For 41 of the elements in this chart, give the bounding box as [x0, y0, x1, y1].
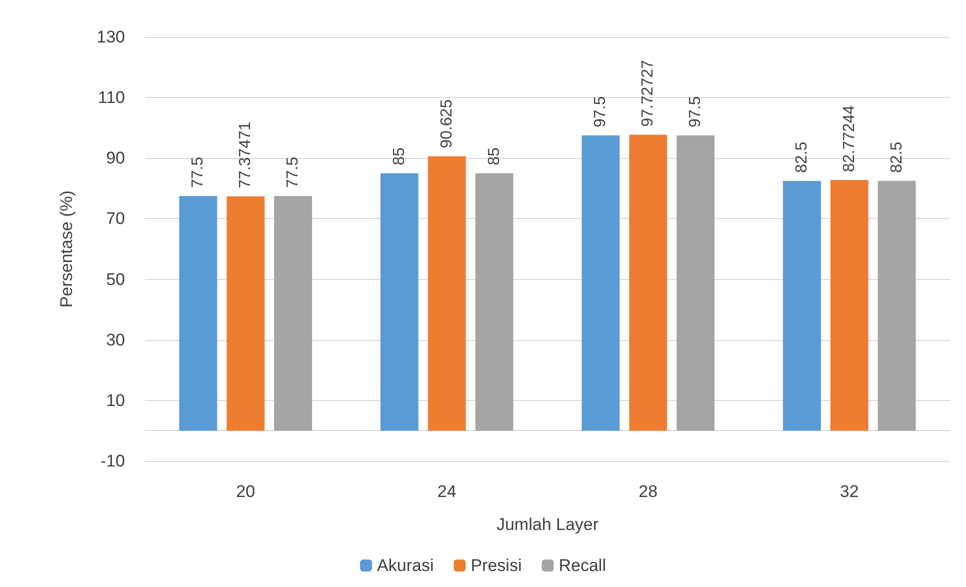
bar	[226, 196, 265, 431]
bar	[274, 196, 312, 431]
data-label: 85	[390, 147, 408, 166]
data-label: 77.37471	[237, 122, 254, 188]
bar	[380, 173, 418, 431]
legend-label: Akurasi	[377, 556, 434, 575]
bar	[629, 134, 668, 431]
data-label: 77.5	[190, 156, 207, 188]
data-label: 97.5	[687, 96, 704, 128]
y-tick-label: 130	[96, 28, 125, 46]
bar	[475, 173, 514, 431]
legend-label: Presisi	[470, 556, 522, 575]
bar	[179, 196, 218, 431]
x-tick-label: 32	[840, 482, 859, 501]
data-label: 97.72727	[640, 60, 657, 127]
data-label: 77.5	[284, 156, 302, 188]
y-tick-label: 50	[106, 270, 125, 289]
bar	[878, 180, 916, 431]
y-tick-label: 70	[106, 209, 125, 228]
bar	[582, 135, 620, 431]
bar	[830, 180, 868, 431]
y-tick-label: 90	[106, 148, 125, 168]
x-tick-label: 24	[437, 482, 456, 501]
x-tick-label: 20	[236, 482, 256, 501]
data-label: 82.5	[888, 142, 906, 173]
legend-label: Recall	[558, 556, 606, 575]
y-tick-label: 30	[106, 330, 125, 350]
bar	[782, 180, 821, 431]
bar	[676, 135, 715, 431]
x-axis-title: Jumlah Layer	[496, 515, 599, 534]
data-label: 85	[486, 147, 503, 166]
data-label: 97.5	[592, 96, 610, 128]
x-tick-label: 28	[638, 482, 658, 501]
y-tick-label: 10	[106, 390, 125, 410]
y-axis-title: Persentase (%)	[57, 190, 76, 308]
data-label: 90.625	[438, 99, 456, 148]
y-tick-label: -10	[100, 452, 125, 470]
y-tick-label: 110	[98, 88, 125, 108]
data-label: 82.77244	[840, 105, 858, 172]
data-label: 82.5	[793, 142, 810, 173]
bar	[428, 156, 466, 431]
